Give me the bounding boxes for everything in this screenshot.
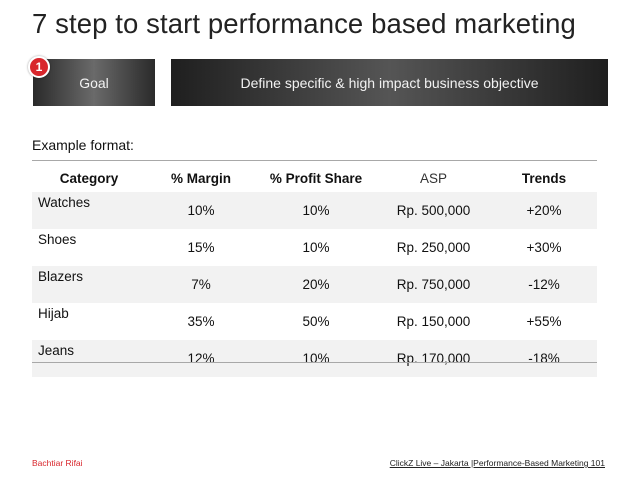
cell-category: Shoes [32, 229, 146, 266]
slide-title: 7 step to start performance based market… [32, 8, 576, 39]
header-margin: % Margin [170, 170, 231, 186]
objective-banner: Define specific & high impact business o… [171, 59, 608, 106]
cell-profit-share: 10% [256, 229, 376, 266]
goal-label: Goal [79, 74, 109, 91]
header-profit-share: % Profit Share [269, 170, 363, 186]
table-row: Shoes 15% 10% Rp. 250,000 +30% [32, 229, 597, 266]
example-format-label: Example format: [32, 137, 134, 153]
cell-trends: -18% [491, 340, 597, 377]
objective-text: Define specific & high impact business o… [240, 74, 539, 91]
table-top-divider [32, 160, 597, 161]
cell-asp: Rp. 250,000 [376, 229, 491, 266]
cell-category: Jeans [32, 340, 146, 377]
cell-category: Blazers [32, 266, 146, 303]
cell-asp: Rp. 170,000 [376, 340, 491, 377]
cell-margin: 35% [146, 303, 256, 340]
cell-trends: +30% [491, 229, 597, 266]
step-number-badge: 1 [28, 56, 50, 78]
cell-profit-share: 50% [256, 303, 376, 340]
table-bottom-divider [32, 362, 597, 363]
cell-trends: +20% [491, 192, 597, 229]
cell-profit-share: 20% [256, 266, 376, 303]
cell-asp: Rp. 500,000 [376, 192, 491, 229]
cell-category: Watches [32, 192, 146, 229]
table-header-row: Category % Margin % Profit Share ASP Tre… [32, 164, 597, 192]
cell-margin: 12% [146, 340, 256, 377]
table-row: Jeans 12% 10% Rp. 170,000 -18% [32, 340, 597, 377]
table-row: Hijab 35% 50% Rp. 150,000 +55% [32, 303, 597, 340]
header-asp: ASP [419, 170, 447, 186]
header-category: Category [59, 170, 119, 186]
header-trends: Trends [521, 170, 567, 186]
cell-margin: 15% [146, 229, 256, 266]
cell-profit-share: 10% [256, 192, 376, 229]
table-row: Watches 10% 10% Rp. 500,000 +20% [32, 192, 597, 229]
cell-asp: Rp. 750,000 [376, 266, 491, 303]
footer-event-link[interactable]: ClickZ Live – Jakarta |Performance-Based… [389, 458, 605, 468]
category-table: Category % Margin % Profit Share ASP Tre… [32, 164, 597, 377]
cell-trends: +55% [491, 303, 597, 340]
cell-margin: 10% [146, 192, 256, 229]
cell-category: Hijab [32, 303, 146, 340]
table-row: Blazers 7% 20% Rp. 750,000 -12% [32, 266, 597, 303]
cell-profit-share: 10% [256, 340, 376, 377]
goal-banner: Goal [33, 59, 155, 106]
footer-author: Bachtiar Rifai [32, 458, 83, 468]
cell-margin: 7% [146, 266, 256, 303]
cell-asp: Rp. 150,000 [376, 303, 491, 340]
cell-trends: -12% [491, 266, 597, 303]
